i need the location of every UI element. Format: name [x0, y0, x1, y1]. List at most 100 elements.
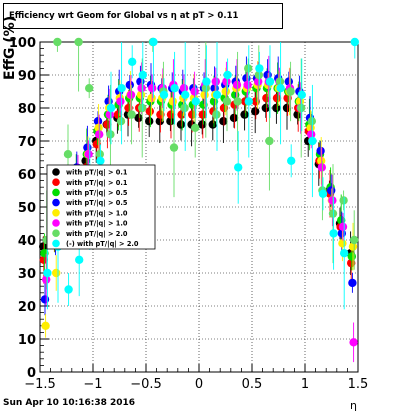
data-point — [126, 90, 136, 100]
data-point — [134, 113, 143, 123]
data-point — [198, 110, 207, 119]
data-point — [244, 64, 253, 73]
legend-marker — [52, 209, 60, 217]
data-point — [176, 120, 186, 129]
data-point — [308, 136, 317, 146]
data-point — [138, 70, 147, 80]
data-point — [125, 80, 134, 90]
data-point — [198, 120, 207, 129]
legend-entry: with pT/|q| > 0.5 — [66, 189, 128, 198]
data-point — [106, 103, 116, 113]
chart-title: Efficiency wrt Geom for Global vs η at p… — [3, 3, 283, 29]
data-point — [318, 189, 328, 198]
data-point — [240, 110, 249, 119]
data-point — [52, 268, 61, 278]
data-point — [261, 103, 270, 113]
data-point — [317, 156, 326, 165]
data-point — [145, 107, 154, 116]
legend-marker — [52, 188, 60, 197]
y-tick-label: 20 — [18, 300, 36, 315]
data-point — [222, 77, 231, 86]
data-point — [169, 143, 179, 152]
y-tick-label: 30 — [18, 267, 36, 282]
data-point — [208, 120, 217, 129]
y-tick-label: 100 — [9, 36, 36, 51]
data-point — [138, 103, 147, 113]
y-tick-label: 70 — [18, 135, 36, 150]
data-point — [170, 84, 179, 93]
data-point — [232, 80, 242, 90]
data-point — [145, 117, 154, 126]
data-point — [63, 150, 73, 159]
data-point — [96, 156, 105, 165]
data-point — [222, 97, 232, 106]
x-tick-label: 1 — [301, 377, 309, 392]
data-point — [219, 117, 228, 126]
legend-marker — [52, 219, 60, 227]
legend-entry: with pT/|q| > 1.0 — [66, 209, 128, 218]
data-point — [64, 285, 73, 294]
data-point — [53, 37, 62, 47]
data-point — [328, 196, 337, 205]
data-point — [85, 84, 94, 93]
data-point — [328, 209, 338, 218]
data-point — [212, 110, 221, 119]
data-point — [116, 117, 126, 126]
legend-entry: with pT/|q| > 2.0 — [66, 230, 128, 239]
data-point — [43, 268, 52, 278]
data-point — [348, 242, 358, 251]
data-point — [348, 278, 357, 288]
data-point — [94, 123, 103, 132]
y-tick-label: 40 — [18, 234, 36, 249]
data-point — [307, 117, 316, 126]
y-tick-label: 60 — [18, 168, 36, 183]
data-point — [180, 103, 189, 113]
x-tick-label: 0 — [195, 377, 203, 392]
data-point — [93, 117, 103, 126]
data-point — [74, 37, 83, 47]
data-point — [265, 77, 275, 86]
legend-marker — [52, 229, 60, 237]
legend-marker — [52, 178, 60, 186]
legend-marker — [52, 168, 60, 176]
y-tick-label: 50 — [18, 201, 36, 216]
data-point — [347, 252, 356, 261]
data-point — [350, 37, 359, 47]
data-point — [307, 130, 316, 139]
data-point — [338, 222, 348, 231]
data-point — [327, 186, 336, 195]
data-point — [147, 93, 156, 103]
data-point — [95, 130, 104, 139]
legend-entry: with pT/|q| > 0.1 — [66, 169, 128, 178]
data-point — [179, 84, 189, 93]
data-point — [75, 255, 84, 264]
y-tick-label: 0 — [27, 366, 36, 381]
data-point — [137, 84, 146, 93]
x-tick-label: 0.5 — [242, 377, 263, 392]
data-point — [166, 117, 175, 126]
y-tick-label: 80 — [18, 102, 36, 117]
legend-entry: with pT/|q| > 0.5 — [66, 199, 128, 208]
data-point — [95, 150, 105, 159]
data-point — [201, 84, 210, 93]
data-point — [41, 321, 50, 330]
data-point — [159, 90, 169, 100]
data-point — [244, 97, 253, 106]
x-tick-label: −1 — [83, 377, 102, 392]
data-point — [272, 103, 281, 113]
data-point — [211, 77, 220, 86]
data-point — [254, 70, 263, 80]
x-tick-label: 1.5 — [348, 377, 369, 392]
data-point — [84, 150, 93, 159]
data-point — [149, 37, 158, 47]
legend-entry: with pT/|q| > 0.1 — [66, 179, 128, 188]
data-point — [275, 77, 285, 86]
data-point — [254, 77, 263, 86]
legend-entry: with pT/|q| > 1.0 — [66, 220, 128, 229]
data-point — [148, 84, 157, 93]
data-point — [243, 80, 252, 90]
x-axis-label: η — [350, 399, 357, 412]
data-point — [105, 110, 115, 119]
legend-marker — [52, 198, 60, 207]
